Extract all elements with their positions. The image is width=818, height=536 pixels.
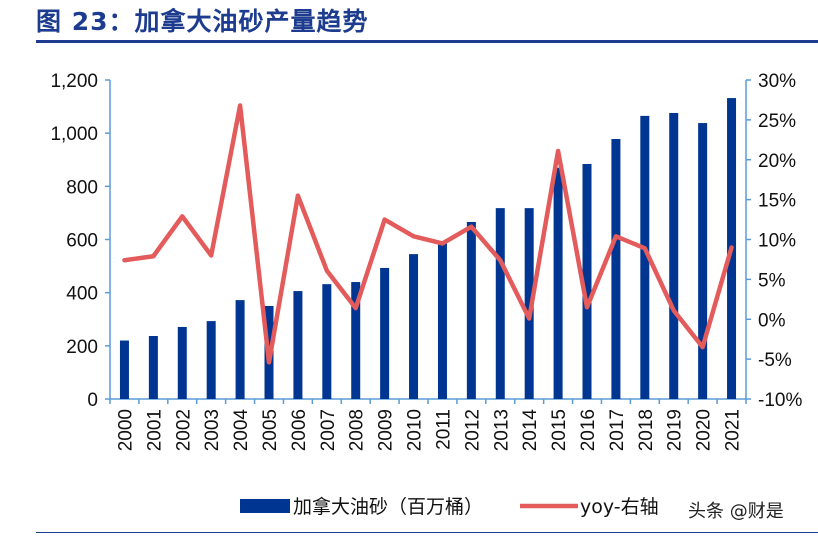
x-tick-label: 2016 [578, 409, 599, 451]
watermark: 头条 @财是 [688, 501, 784, 522]
right-tick-label: -5% [758, 350, 792, 371]
left-tick-label: 600 [66, 231, 98, 252]
x-tick-label: 2003 [202, 409, 223, 451]
x-tick-label: 2014 [520, 409, 541, 452]
right-tick-label: 0% [758, 310, 786, 331]
x-tick-label: 2017 [607, 409, 628, 451]
x-tick-label: 2020 [694, 409, 715, 451]
left-tick-label: 0 [87, 390, 98, 411]
bar-2012 [466, 221, 476, 399]
legend-bar-label: 加拿大油砂（百万桶） [293, 495, 483, 518]
yoy-line [122, 103, 734, 365]
right-tick-label: 10% [758, 231, 796, 252]
x-tick-label: 2009 [376, 409, 397, 451]
bar-2014 [524, 208, 534, 399]
bar-2002 [177, 326, 187, 399]
title-rule [36, 40, 818, 43]
bar-2004 [235, 300, 245, 399]
bar-2017 [611, 139, 621, 399]
x-tick-label: 2004 [231, 409, 252, 452]
bar-2011 [437, 242, 447, 399]
x-tick-label: 2007 [318, 409, 339, 451]
bar-2015 [553, 167, 563, 399]
x-tick-label: 2010 [405, 409, 426, 451]
bar-2001 [148, 335, 158, 399]
right-tick-label: 15% [758, 191, 796, 212]
right-tick-label: 25% [758, 111, 796, 132]
x-tick-label: 2012 [462, 409, 483, 451]
left-tick-label: 1,200 [50, 71, 98, 92]
right-tick-label: 30% [758, 71, 796, 92]
x-tick-label: 2018 [636, 409, 657, 451]
left-tick-label: 1,000 [50, 124, 98, 145]
legend-bar-swatch [240, 499, 290, 513]
bar-2000 [119, 340, 129, 399]
left-tick-label: 800 [66, 177, 98, 198]
right-tick-label: -10% [758, 390, 802, 411]
x-tick-label: 2021 [723, 409, 744, 451]
x-tick-label: 2011 [433, 409, 454, 450]
right-tick-label: 20% [758, 151, 796, 172]
x-tick-label: 2005 [260, 409, 281, 451]
x-tick-label: 2006 [289, 409, 310, 451]
x-tick-label: 2000 [115, 409, 136, 451]
bar-2008 [351, 282, 361, 399]
right-tick-label: 5% [758, 270, 786, 291]
bar-2013 [495, 208, 505, 399]
x-tick-label: 2008 [347, 409, 368, 451]
bottom-rule [36, 532, 818, 533]
x-tick-label: 2013 [491, 409, 512, 451]
bar-2020 [698, 123, 708, 399]
bar-2019 [669, 112, 679, 400]
left-tick-label: 400 [66, 284, 98, 305]
bar-2007 [322, 284, 332, 399]
x-tick-label: 2001 [144, 409, 165, 451]
x-tick-label: 2019 [665, 409, 686, 451]
bar-2018 [640, 115, 650, 399]
figure-title: 图 23：加拿大油砂产量趋势 [36, 7, 369, 36]
bar-2003 [206, 321, 216, 399]
bar-2016 [582, 164, 592, 399]
bar-2009 [380, 267, 390, 399]
x-tick-label: 2015 [549, 409, 570, 451]
x-tick-label: 2002 [173, 409, 194, 451]
legend-line-label: yoy-右轴 [580, 496, 659, 518]
left-tick-label: 200 [66, 337, 98, 358]
bar-2010 [409, 254, 419, 399]
bar-2006 [293, 291, 303, 399]
